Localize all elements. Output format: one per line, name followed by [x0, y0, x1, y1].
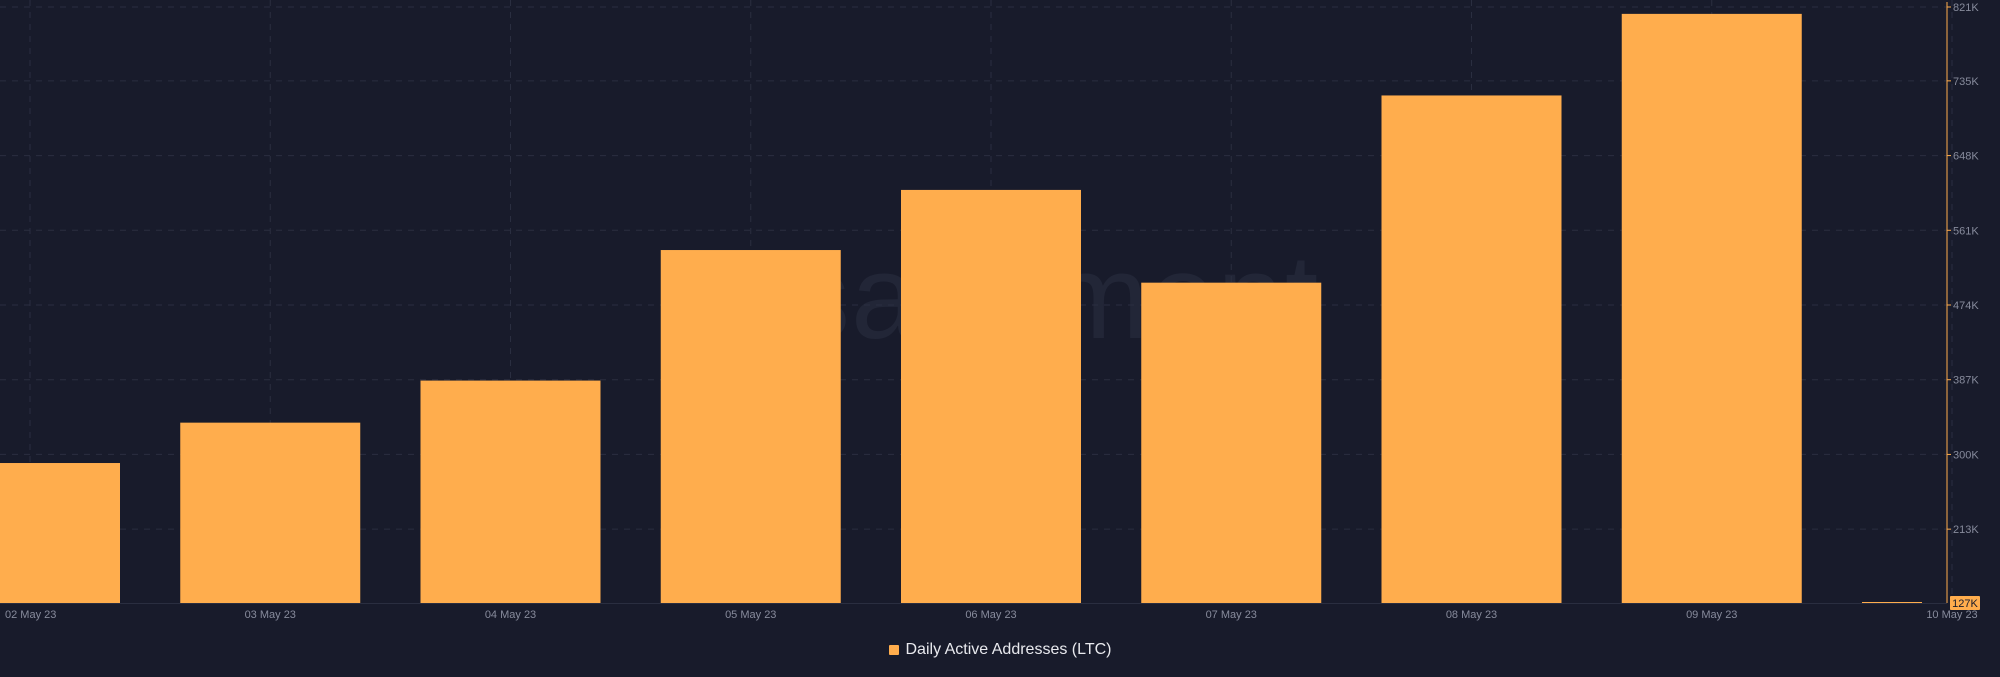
- y-tick-label: 387K: [1953, 375, 1979, 387]
- legend[interactable]: Daily Active Addresses (LTC): [0, 641, 2000, 659]
- x-tick-label: 03 May 23: [245, 609, 296, 621]
- x-tick-label: 05 May 23: [725, 609, 776, 621]
- y-tick-label: 561K: [1953, 225, 1979, 237]
- x-tick-label: 02 May 23: [5, 609, 56, 621]
- bar[interactable]: [0, 463, 120, 603]
- x-tick-label: 07 May 23: [1206, 609, 1257, 621]
- y-tick-label: 213K: [1953, 524, 1979, 536]
- x-tick-label: 06 May 23: [965, 609, 1016, 621]
- current-value-label: 127K: [1952, 598, 1978, 610]
- bar[interactable]: [420, 380, 601, 603]
- x-tick-label: 10 May 23: [1926, 609, 1977, 621]
- y-tick-label: 300K: [1953, 449, 1979, 461]
- bar[interactable]: [1141, 282, 1322, 603]
- y-tick-label: 735K: [1953, 76, 1979, 88]
- x-tick-label: 08 May 23: [1446, 609, 1497, 621]
- x-tick-label: 09 May 23: [1686, 609, 1737, 621]
- bar[interactable]: [1381, 95, 1562, 604]
- bar[interactable]: [901, 189, 1081, 604]
- bar[interactable]: [180, 422, 361, 603]
- current-value-badge: [1950, 596, 1980, 610]
- bar[interactable]: [1862, 602, 1922, 603]
- y-tick-label: 821K: [1953, 2, 1979, 14]
- legend-swatch-icon: [888, 645, 899, 655]
- y-tick-label: 474K: [1953, 300, 1979, 312]
- bar[interactable]: [660, 250, 841, 603]
- y-tick-label: 648K: [1953, 151, 1979, 163]
- bar[interactable]: [1621, 13, 1802, 604]
- legend-label: Daily Active Addresses (LTC): [905, 641, 1112, 658]
- x-tick-label: 04 May 23: [485, 609, 536, 621]
